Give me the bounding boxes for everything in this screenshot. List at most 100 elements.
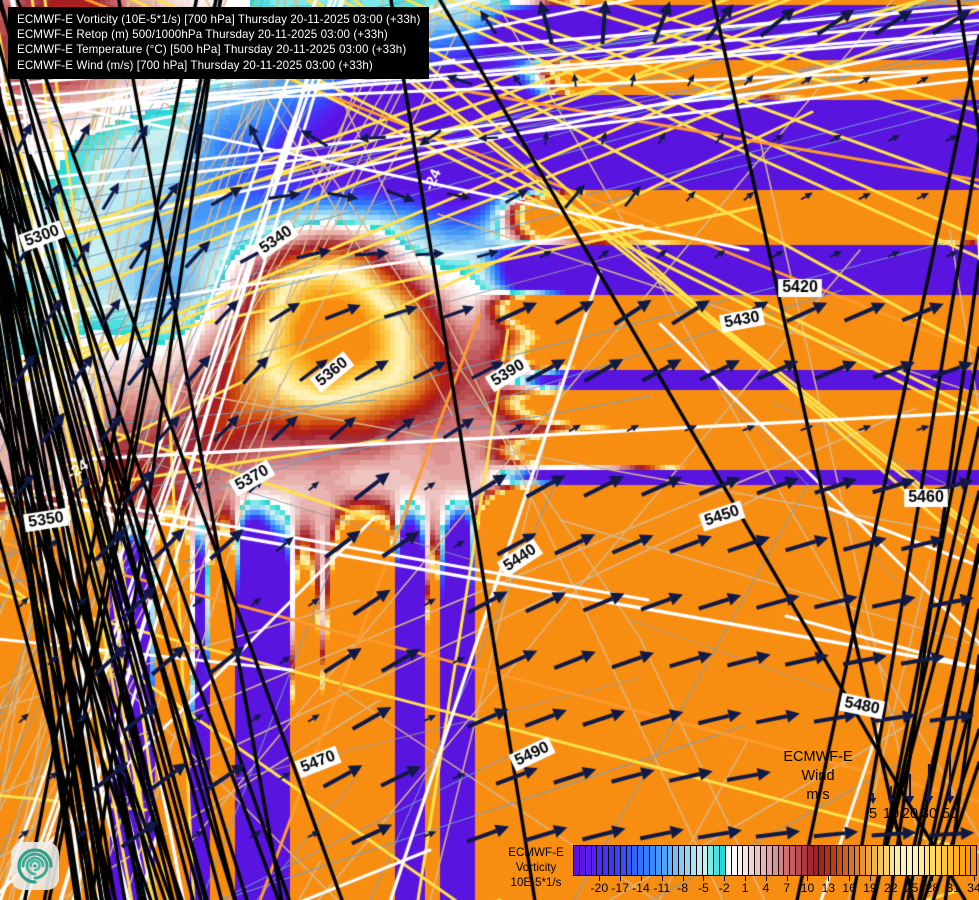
colorbar-swatch [574, 846, 580, 875]
colorbar-swatch [930, 846, 937, 875]
colorbar-tick-label: 1 [741, 881, 749, 895]
colorbar-swatch [918, 846, 925, 875]
cyclone-spiral-icon [17, 848, 53, 884]
title-line-retop: ECMWF-E Retop (m) 500/1000hPa Thursday 2… [17, 28, 388, 42]
colorbar-swatch [836, 846, 843, 875]
colorbar-swatch [644, 846, 650, 875]
colorbar-tick [703, 876, 705, 881]
colorbar-tick-label: -17 [611, 881, 630, 895]
colorbar-tick-label: 28 [925, 881, 940, 895]
colorbar-swatch [597, 846, 604, 875]
colorbar-tick-label: -5 [697, 881, 709, 895]
colorbar-tick-label: 19 [863, 881, 877, 895]
colorbar-swatch [936, 846, 943, 875]
colorbar-tick-label: -14 [632, 881, 650, 895]
colorbar-tick-label: 4 [762, 881, 770, 895]
colorbar-swatch [632, 846, 639, 875]
colorbar-tick [849, 876, 851, 881]
colorbar-swatch [585, 846, 592, 875]
colorbar-swatch [743, 846, 750, 875]
colorbar-tick [890, 876, 892, 881]
colorbar-parameter: Vorticity [515, 861, 557, 874]
wind-legend-value: 50 [941, 806, 959, 822]
colorbar-swatch [872, 846, 878, 875]
colorbar-swatch [702, 846, 709, 875]
colorbar-swatch [942, 846, 948, 875]
colorbar-swatch [848, 846, 855, 875]
colorbar-swatch [959, 846, 966, 875]
colorbar-swatch [761, 846, 767, 875]
colorbar-swatches [573, 845, 977, 876]
wind-legend-units: m/s [806, 787, 830, 803]
colorbar-tick-label: 31 [946, 881, 961, 895]
title-line-vorticity: ECMWF-E Vorticity (10E-5*1/s) [700 hPa] … [17, 13, 421, 26]
colorbar-swatch [796, 846, 802, 875]
colorbar-tick [974, 876, 975, 881]
colorbar-swatch [720, 846, 726, 875]
colorbar-swatch [725, 846, 732, 875]
colorbar-swatch [749, 846, 756, 875]
colorbar-swatch [708, 846, 715, 875]
wind-legend-parameter: Wind [801, 768, 835, 784]
colorbar-swatch [614, 846, 621, 875]
colorbar-swatch [965, 846, 972, 875]
wind-legend-values: 5 10 20 30 50 [864, 805, 974, 825]
colorbar-swatch [877, 846, 884, 875]
colorbar-swatch [778, 846, 785, 875]
colorbar-tick [640, 876, 642, 881]
title-line-wind: ECMWF-E Wind (m/s) [700 hPa] Thursday 20… [17, 58, 373, 72]
colorbar-tick [661, 876, 663, 881]
colorbar-swatch [766, 846, 773, 875]
colorbar-tick-label: 13 [821, 881, 836, 895]
colorbar-tick-label: -11 [653, 881, 671, 895]
colorbar-swatch [807, 846, 814, 875]
colorbar-swatch [860, 846, 867, 875]
wind-arrow-50 [945, 750, 955, 804]
colorbar-tick-label: 7 [783, 881, 791, 895]
wind-arrow-20 [905, 774, 915, 804]
colorbar-tick [869, 876, 871, 881]
colorbar-tick [911, 876, 913, 881]
colorbar-swatch [854, 846, 861, 875]
colorbar-caption: ECMWF-E Vorticity 10E-5*1/s [500, 845, 572, 890]
colorbar-swatch [579, 846, 586, 875]
colorbar-tick [953, 876, 955, 881]
colorbar-swatch [591, 846, 598, 875]
wind-legend-value: 10 [882, 806, 900, 822]
colorbar-swatch [907, 846, 913, 875]
colorbar-tick-label: 25 [904, 881, 919, 895]
colorbar-swatch [685, 846, 691, 875]
colorbar-swatch [690, 846, 697, 875]
colorbar-swatch [655, 846, 662, 875]
colorbar-tick-label: 34 [967, 881, 979, 895]
colorbar-tick [828, 876, 830, 881]
colorbar-swatch [696, 846, 703, 875]
colorbar-swatch [831, 846, 837, 875]
colorbar-swatch [784, 846, 791, 875]
wind-arrow-5 [869, 793, 877, 804]
colorbar-swatch [679, 846, 686, 875]
colorbar-tick [745, 876, 747, 881]
colorbar-swatch [895, 846, 902, 875]
title-line-temperature: ECMWF-E Temperature (°C) [500 hPa] Thurs… [17, 43, 407, 57]
colorbar-swatch [801, 846, 808, 875]
cyclone-spiral-logo[interactable] [11, 842, 59, 890]
colorbar-swatch [772, 846, 779, 875]
colorbar-tick [620, 876, 622, 881]
colorbar-units: 10E-5*1/s [510, 876, 562, 889]
wind-legend: ECMWF-E Wind m/s 5 10 20 30 50 [772, 748, 972, 826]
colorbar-swatch [638, 846, 645, 875]
wind-legend-value: 20 [901, 806, 919, 822]
colorbar-tick [724, 876, 726, 881]
colorbar-tick [682, 876, 684, 881]
colorbar-swatch [649, 846, 656, 875]
colorbar-tick [932, 876, 934, 881]
wind-legend-value: 5 [868, 806, 878, 822]
colorbar-tick [765, 876, 767, 881]
colorbar-model: ECMWF-E [508, 846, 564, 859]
wind-legend-value: 30 [920, 806, 938, 822]
colorbar-tick-label: 16 [842, 881, 856, 895]
chart-title-block: ECMWF-E Vorticity (10E-5*1/s) [700 hPa] … [8, 7, 430, 79]
